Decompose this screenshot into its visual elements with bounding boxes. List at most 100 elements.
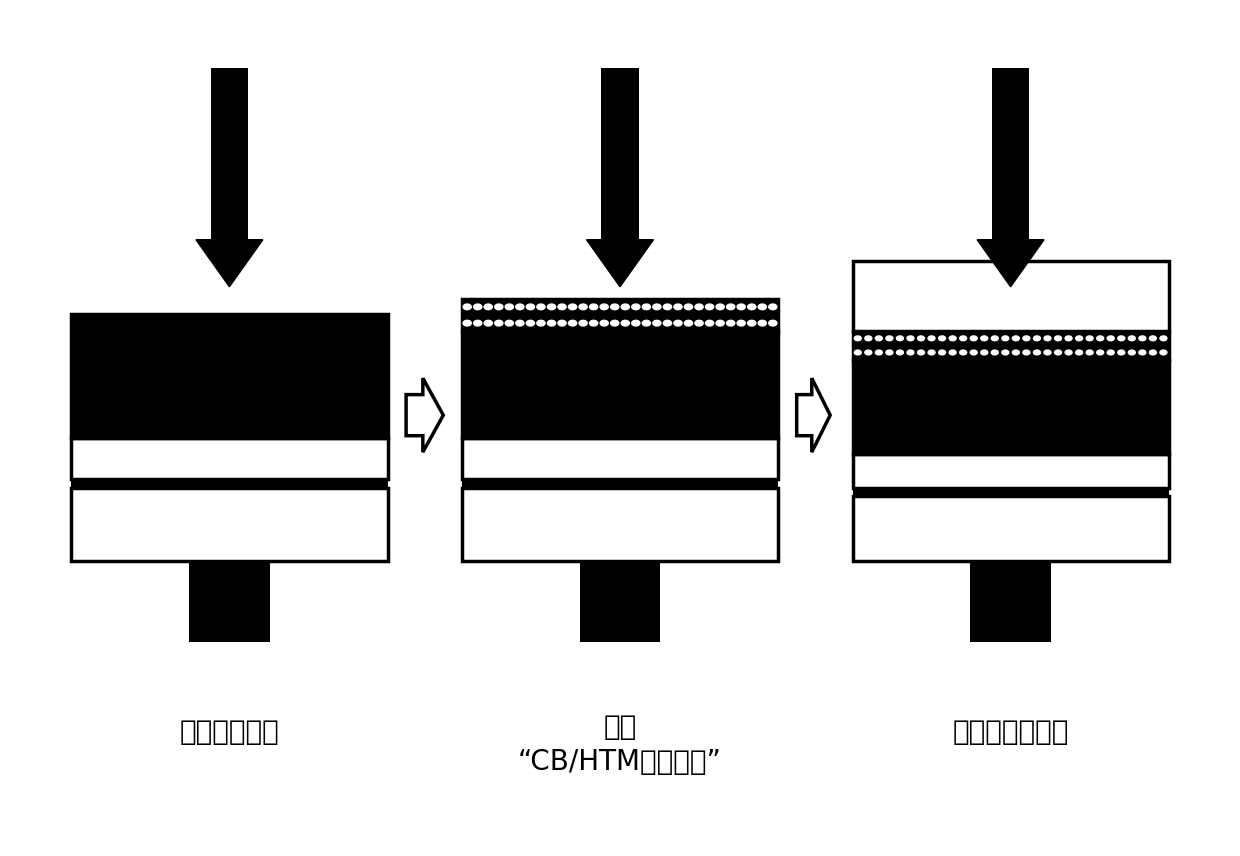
Circle shape — [526, 320, 534, 326]
Circle shape — [600, 304, 609, 310]
Bar — [71, 488, 387, 561]
Circle shape — [981, 336, 988, 341]
Circle shape — [748, 304, 756, 310]
Text: 旋涂
“CB/HTM混合溶液”: 旋涂 “CB/HTM混合溶液” — [518, 713, 722, 776]
Circle shape — [684, 304, 693, 310]
Circle shape — [631, 320, 640, 326]
Circle shape — [1138, 350, 1146, 355]
Circle shape — [1086, 336, 1094, 341]
Circle shape — [1117, 336, 1125, 341]
Circle shape — [579, 320, 588, 326]
Bar — [71, 314, 387, 438]
Circle shape — [939, 336, 946, 341]
Bar — [853, 261, 1168, 331]
Circle shape — [495, 320, 503, 326]
Circle shape — [949, 350, 956, 355]
Circle shape — [463, 320, 471, 326]
Circle shape — [474, 320, 482, 326]
Circle shape — [621, 320, 630, 326]
Bar — [211, 68, 248, 240]
Circle shape — [1075, 350, 1083, 355]
Circle shape — [906, 350, 914, 355]
Circle shape — [673, 320, 682, 326]
Circle shape — [854, 336, 862, 341]
Circle shape — [663, 320, 672, 326]
Bar — [580, 561, 660, 642]
Bar — [461, 438, 779, 479]
Bar — [853, 331, 1168, 360]
Circle shape — [1044, 350, 1052, 355]
Bar — [71, 479, 387, 488]
Circle shape — [484, 304, 492, 310]
Circle shape — [631, 304, 640, 310]
Circle shape — [1012, 336, 1019, 341]
Circle shape — [769, 304, 777, 310]
Circle shape — [1033, 350, 1040, 355]
Circle shape — [1159, 350, 1167, 355]
Circle shape — [758, 304, 766, 310]
Circle shape — [1096, 336, 1104, 341]
Bar — [853, 454, 1168, 488]
Circle shape — [516, 320, 525, 326]
Circle shape — [610, 320, 619, 326]
Circle shape — [600, 320, 609, 326]
Circle shape — [727, 320, 735, 326]
Bar — [853, 360, 1168, 454]
Circle shape — [1002, 350, 1009, 355]
Circle shape — [1023, 336, 1030, 341]
Circle shape — [652, 304, 661, 310]
Bar — [970, 561, 1050, 642]
Circle shape — [981, 350, 988, 355]
Circle shape — [918, 336, 925, 341]
Circle shape — [706, 320, 714, 326]
Polygon shape — [796, 378, 831, 452]
Circle shape — [885, 336, 893, 341]
Text: 旋涂钓钒矿层: 旋涂钓钒矿层 — [180, 718, 279, 746]
Circle shape — [1065, 350, 1073, 355]
Circle shape — [642, 320, 651, 326]
Circle shape — [864, 350, 872, 355]
Circle shape — [537, 304, 546, 310]
Circle shape — [547, 320, 556, 326]
Circle shape — [1023, 350, 1030, 355]
Circle shape — [474, 304, 482, 310]
Circle shape — [918, 350, 925, 355]
Bar — [853, 488, 1168, 496]
Circle shape — [1128, 350, 1136, 355]
Circle shape — [1012, 350, 1019, 355]
Circle shape — [991, 336, 998, 341]
Circle shape — [875, 350, 883, 355]
Circle shape — [715, 320, 724, 326]
Circle shape — [589, 304, 598, 310]
Circle shape — [854, 350, 862, 355]
Circle shape — [885, 350, 893, 355]
Circle shape — [1044, 336, 1052, 341]
Circle shape — [505, 304, 513, 310]
Circle shape — [1149, 350, 1157, 355]
Bar — [461, 488, 779, 561]
Circle shape — [589, 320, 598, 326]
Circle shape — [1065, 336, 1073, 341]
Circle shape — [495, 304, 503, 310]
Circle shape — [642, 304, 651, 310]
Circle shape — [1033, 336, 1040, 341]
Circle shape — [970, 336, 977, 341]
Circle shape — [694, 320, 703, 326]
Bar — [992, 68, 1029, 240]
Circle shape — [558, 320, 567, 326]
Circle shape — [1138, 336, 1146, 341]
Circle shape — [1128, 336, 1136, 341]
Circle shape — [928, 336, 935, 341]
Circle shape — [1086, 350, 1094, 355]
Circle shape — [737, 304, 745, 310]
Circle shape — [547, 304, 556, 310]
Circle shape — [928, 350, 935, 355]
Circle shape — [558, 304, 567, 310]
Polygon shape — [196, 240, 263, 287]
Circle shape — [960, 336, 967, 341]
Circle shape — [748, 320, 756, 326]
Circle shape — [706, 304, 714, 310]
Bar — [461, 299, 779, 331]
Circle shape — [1107, 336, 1115, 341]
Circle shape — [621, 304, 630, 310]
